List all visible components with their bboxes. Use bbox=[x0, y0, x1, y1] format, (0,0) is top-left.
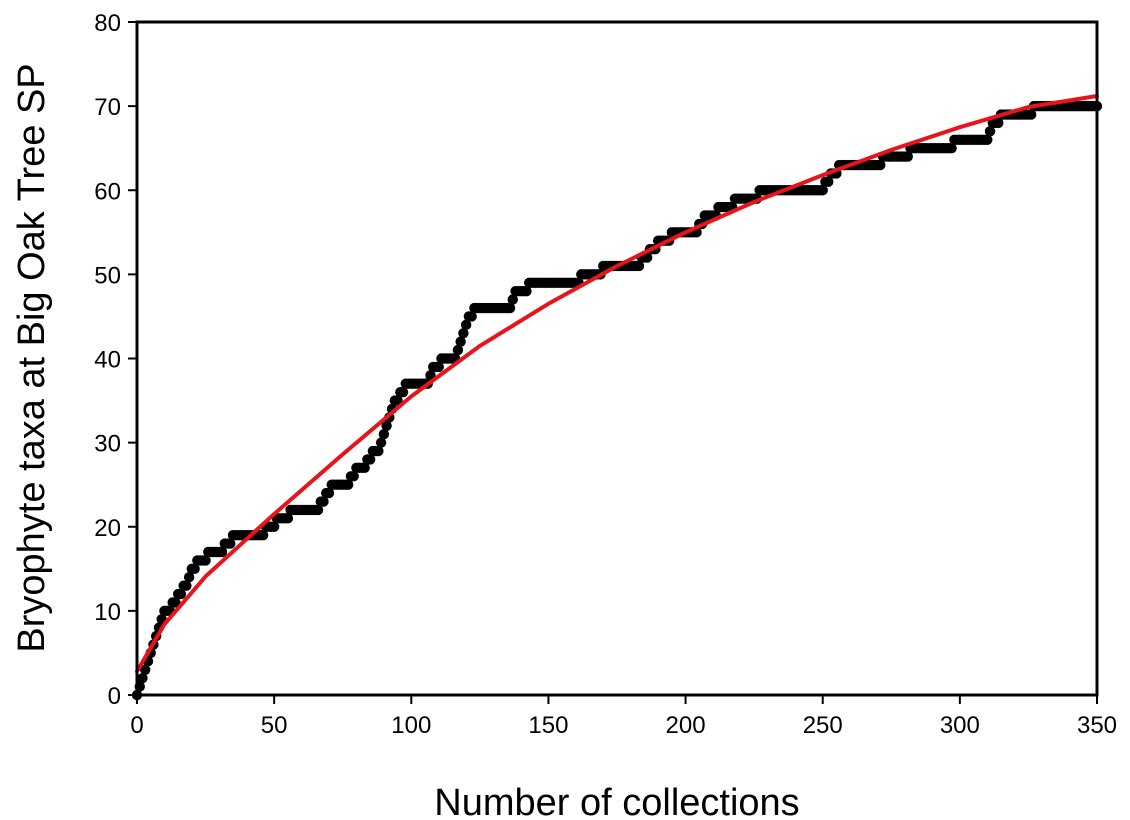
observed-point bbox=[200, 555, 211, 566]
y-tick-label: 30 bbox=[94, 431, 121, 458]
x-tick-label: 100 bbox=[391, 712, 431, 739]
y-tick-label: 0 bbox=[108, 683, 121, 710]
observed-point bbox=[984, 126, 996, 137]
axis-ticks: 0 50 100 150 200 250 300 350 0 10 20 30 40 50 60 70 80 bbox=[94, 10, 1117, 739]
y-axis-title: Bryophyte taxa at Big Oak Tree SP bbox=[11, 63, 53, 652]
observed-point bbox=[433, 361, 444, 373]
x-tick-label: 50 bbox=[261, 712, 288, 739]
observed-point bbox=[633, 260, 645, 272]
observed-point bbox=[257, 529, 269, 541]
observed-point bbox=[175, 588, 187, 600]
x-tick-label: 200 bbox=[666, 712, 706, 739]
plot-frame bbox=[135, 20, 1099, 697]
observed-point bbox=[189, 563, 200, 575]
observed-point bbox=[323, 487, 335, 499]
observed-series bbox=[131, 100, 1103, 701]
x-tick-label: 350 bbox=[1077, 712, 1117, 739]
observed-point bbox=[183, 572, 195, 583]
observed-point bbox=[902, 151, 913, 162]
observed-point bbox=[397, 386, 409, 398]
observed-point bbox=[392, 395, 403, 406]
observed-point bbox=[137, 672, 148, 684]
x-tick-label: 300 bbox=[940, 712, 980, 739]
observed-point bbox=[348, 471, 359, 482]
observed-point bbox=[460, 319, 472, 331]
observed-point bbox=[359, 462, 370, 474]
observed-point bbox=[181, 580, 192, 591]
observed-point bbox=[216, 546, 228, 558]
y-tick-label: 70 bbox=[94, 94, 121, 121]
y-tick-label: 40 bbox=[94, 347, 121, 374]
observed-point bbox=[373, 445, 384, 457]
observed-point bbox=[343, 479, 354, 490]
fit-curve-series bbox=[135, 94, 1099, 674]
observed-point bbox=[378, 429, 390, 440]
observed-point bbox=[875, 159, 886, 171]
observed-point bbox=[507, 294, 518, 305]
observed-point bbox=[946, 142, 957, 154]
x-axis-title: Number of collections bbox=[434, 782, 799, 820]
observed-point bbox=[455, 336, 466, 347]
observed-point bbox=[466, 311, 477, 322]
observed-point bbox=[521, 286, 532, 297]
fit-curve-line bbox=[135, 94, 1099, 674]
observed-point bbox=[458, 328, 469, 339]
y-tick-label: 10 bbox=[94, 599, 121, 626]
observed-point bbox=[982, 134, 993, 145]
observed-point bbox=[823, 176, 834, 188]
observed-point bbox=[282, 513, 294, 524]
y-tick-label: 80 bbox=[94, 10, 121, 37]
observed-point bbox=[318, 496, 329, 507]
y-tick-label: 60 bbox=[94, 178, 121, 205]
x-tick-label: 150 bbox=[528, 712, 568, 739]
y-tick-label: 50 bbox=[94, 262, 121, 289]
y-tick-label: 20 bbox=[94, 515, 121, 542]
observed-point bbox=[312, 504, 324, 516]
observed-point bbox=[364, 454, 376, 465]
observed-point bbox=[993, 117, 1004, 129]
observed-point bbox=[381, 420, 392, 431]
observed-point bbox=[641, 252, 653, 263]
observed-point bbox=[170, 597, 181, 608]
observed-point bbox=[817, 185, 828, 196]
observed-point bbox=[1025, 109, 1037, 120]
observed-point bbox=[504, 302, 516, 314]
observed-point bbox=[375, 437, 387, 448]
x-tick-label: 0 bbox=[130, 712, 143, 739]
x-tick-label: 250 bbox=[803, 712, 843, 739]
observed-point bbox=[225, 538, 236, 549]
observed-point bbox=[140, 664, 151, 675]
observed-point bbox=[268, 521, 280, 532]
observed-point bbox=[452, 344, 464, 356]
